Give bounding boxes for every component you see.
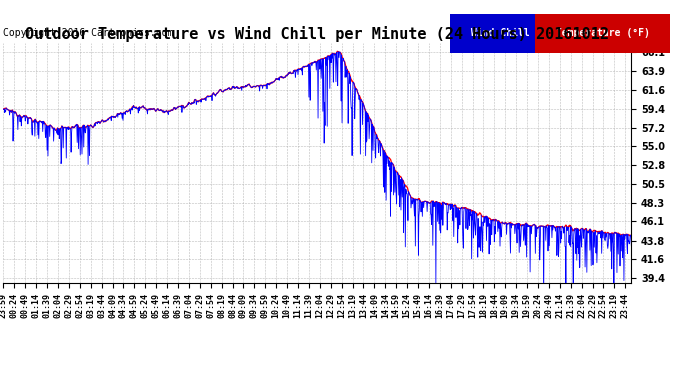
Title: Outdoor Temperature vs Wind Chill per Minute (24 Hours) 20161012: Outdoor Temperature vs Wind Chill per Mi… [26, 26, 609, 42]
Text: Copyright 2016 Cartronics.com: Copyright 2016 Cartronics.com [3, 28, 174, 38]
Text: Temperature (°F): Temperature (°F) [550, 28, 656, 38]
Text: Wind Chill (°F): Wind Chill (°F) [465, 28, 565, 38]
